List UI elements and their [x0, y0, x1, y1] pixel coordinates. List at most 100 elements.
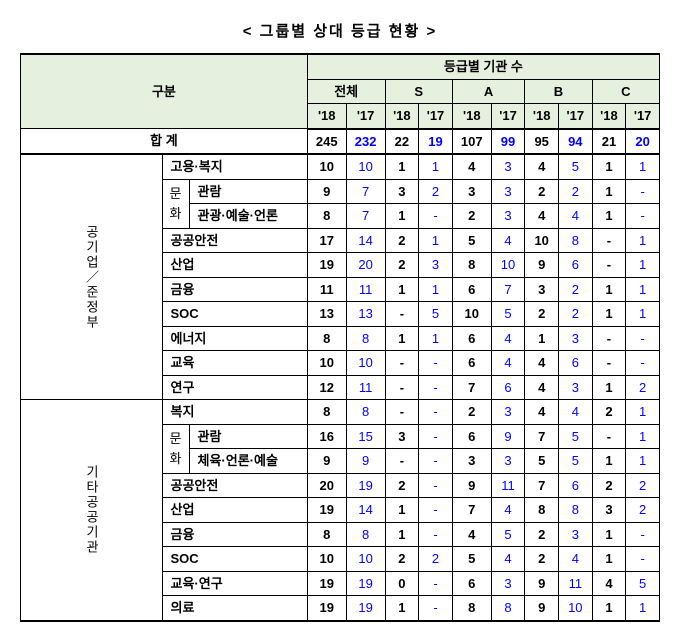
cell-17: - — [419, 449, 453, 474]
cell-18: 5 — [452, 547, 491, 572]
row-label: 관람 — [189, 424, 307, 449]
header-year: '18 — [452, 104, 491, 129]
cell-17: 232 — [346, 129, 385, 155]
cell-18: 4 — [452, 154, 491, 179]
cell-18: 8 — [452, 596, 491, 621]
cell-17: 3 — [491, 571, 525, 596]
cell-17: 1 — [626, 449, 660, 474]
cell-18: 2 — [385, 253, 419, 278]
grade-table: 구분 등급별 기관 수 전체SABC '18'17'18'17'18'17'18… — [20, 53, 660, 622]
row-label: SOC — [162, 302, 307, 327]
header-year: '18 — [385, 104, 419, 129]
cell-18: 6 — [452, 571, 491, 596]
cell-17: 14 — [346, 228, 385, 253]
row-label: 관람 — [189, 179, 307, 204]
cell-18: 1 — [385, 326, 419, 351]
cell-18: 1 — [385, 596, 419, 621]
cell-17: 99 — [491, 129, 525, 155]
cell-17: 2 — [419, 179, 453, 204]
cell-17: - — [419, 498, 453, 523]
cell-17: 11 — [491, 473, 525, 498]
cell-17: 2 — [626, 473, 660, 498]
cell-17: 3 — [491, 204, 525, 229]
cell-18: 21 — [592, 129, 626, 155]
cell-18: 1 — [385, 277, 419, 302]
cell-18: 10 — [452, 302, 491, 327]
cell-18: 2 — [525, 547, 559, 572]
row-label: 관광·예술·언론 — [189, 204, 307, 229]
cell-17: 10 — [491, 253, 525, 278]
cell-18: 4 — [452, 522, 491, 547]
header-group-0: 전체 — [307, 79, 385, 104]
cell-17: 11 — [559, 571, 593, 596]
cell-18: 1 — [525, 326, 559, 351]
header-year: '17 — [559, 104, 593, 129]
header-year: '17 — [491, 104, 525, 129]
cell-17: - — [419, 424, 453, 449]
cell-18: 245 — [307, 129, 346, 155]
cell-18: - — [592, 326, 626, 351]
row-label: 교육 — [162, 351, 307, 376]
cell-17: 1 — [419, 154, 453, 179]
row-parent: 문화 — [162, 179, 189, 228]
cell-18: - — [592, 424, 626, 449]
cell-18: 9 — [525, 571, 559, 596]
cell-17: 3 — [559, 522, 593, 547]
cell-17: 10 — [346, 547, 385, 572]
cell-18: 19 — [307, 253, 346, 278]
cell-17: 1 — [626, 400, 660, 425]
cell-17: 4 — [559, 547, 593, 572]
cell-17: 1 — [626, 253, 660, 278]
cell-17: - — [626, 547, 660, 572]
cell-17: 10 — [346, 351, 385, 376]
cell-17: 4 — [491, 498, 525, 523]
cell-18: 7 — [525, 424, 559, 449]
cell-17: 4 — [491, 228, 525, 253]
table-body: 합 계24523222191079995942120공기업／준정부고용·복지10… — [21, 129, 660, 621]
cell-18: 9 — [307, 179, 346, 204]
cell-17: 5 — [419, 302, 453, 327]
cell-18: 2 — [452, 204, 491, 229]
cell-17: 1 — [419, 277, 453, 302]
cell-18: 2 — [525, 179, 559, 204]
cell-17: 2 — [559, 179, 593, 204]
cell-17: 5 — [626, 571, 660, 596]
cell-17: 19 — [346, 571, 385, 596]
cell-17: 7 — [491, 277, 525, 302]
cell-18: 8 — [307, 400, 346, 425]
row-label: 공공안전 — [162, 228, 307, 253]
cell-18: 8 — [307, 522, 346, 547]
cell-18: 4 — [592, 571, 626, 596]
row-label: 금융 — [162, 522, 307, 547]
cell-17: - — [626, 326, 660, 351]
cell-18: 2 — [452, 400, 491, 425]
header-group-1: S — [385, 79, 452, 104]
cell-17: - — [419, 522, 453, 547]
cell-18: 107 — [452, 129, 491, 155]
cell-17: 13 — [346, 302, 385, 327]
cell-17: 4 — [559, 400, 593, 425]
cell-17: 2 — [626, 375, 660, 400]
cell-18: 1 — [592, 179, 626, 204]
row-label: SOC — [162, 547, 307, 572]
cell-18: 19 — [307, 596, 346, 621]
cell-18: 10 — [307, 547, 346, 572]
header-count: 등급별 기관 수 — [307, 54, 659, 79]
cell-18: - — [592, 351, 626, 376]
cell-17: 1 — [626, 228, 660, 253]
cell-18: 22 — [385, 129, 419, 155]
cell-18: - — [385, 375, 419, 400]
cell-17: 3 — [419, 253, 453, 278]
cell-18: 3 — [592, 498, 626, 523]
cell-18: 6 — [452, 351, 491, 376]
cell-18: 1 — [385, 498, 419, 523]
cell-17: 20 — [626, 129, 660, 155]
header-group-4: C — [592, 79, 659, 104]
cell-17: 4 — [491, 351, 525, 376]
cell-18: 17 — [307, 228, 346, 253]
cell-18: 3 — [385, 179, 419, 204]
cell-18: 1 — [592, 449, 626, 474]
cell-18: 7 — [452, 498, 491, 523]
cell-17: 3 — [559, 375, 593, 400]
cell-17: 5 — [559, 154, 593, 179]
